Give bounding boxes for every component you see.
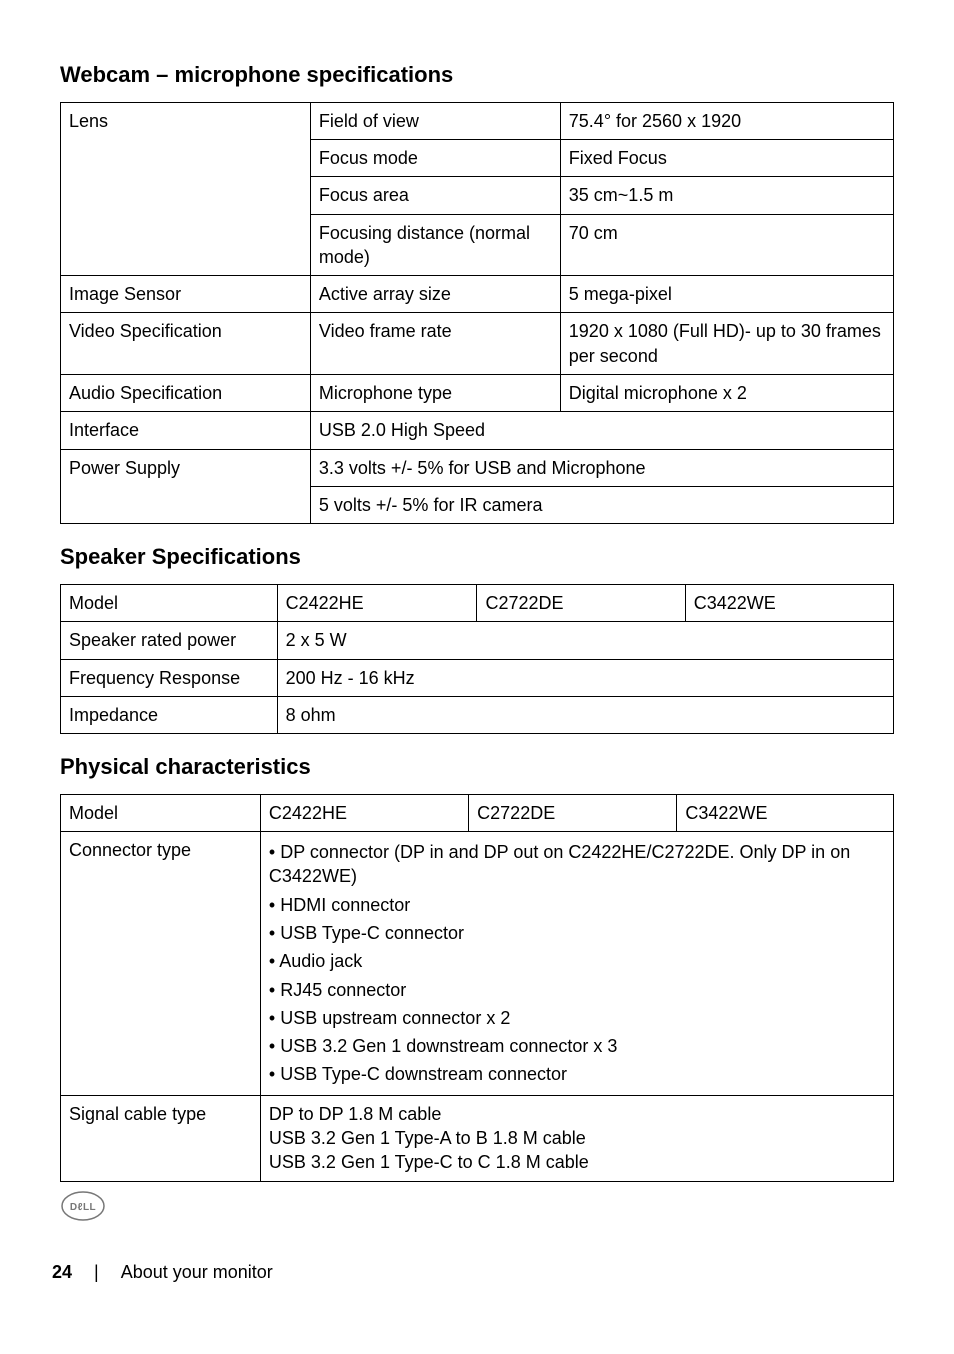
page-footer: 24 | About your monitor [52, 1260, 894, 1284]
speaker-model-1: C2422HE [277, 584, 477, 621]
webcam-power-value1: 3.3 volts +/- 5% for USB and Microphone [310, 449, 893, 486]
webcam-focusarea-value: 35 cm~1.5 m [560, 177, 893, 214]
connector-item-6: USB upstream connector x 2 [269, 1004, 885, 1032]
physical-heading: Physical characteristics [60, 752, 894, 782]
speaker-freq-label: Frequency Response [61, 659, 278, 696]
webcam-imgsensor-label: Image Sensor [61, 276, 311, 313]
webcam-heading: Webcam – microphone specifications [60, 60, 894, 90]
webcam-mictype-value: Digital microphone x 2 [560, 375, 893, 412]
webcam-table: Lens Field of view 75.4° for 2560 x 1920… [60, 102, 894, 525]
connector-item-4: Audio jack [269, 947, 885, 975]
connector-item-8: USB Type-C downstream connector [269, 1060, 885, 1088]
speaker-table: Model C2422HE C2722DE C3422WE Speaker ra… [60, 584, 894, 734]
webcam-interface-value: USB 2.0 High Speed [310, 412, 893, 449]
webcam-framerate-value: 1920 x 1080 (Full HD)- up to 30 frames p… [560, 313, 893, 375]
cable-line-3: USB 3.2 Gen 1 Type-C to C 1.8 M cable [269, 1150, 885, 1174]
svg-text:DℓLL: DℓLL [70, 1202, 96, 1213]
physical-model-3: C3422WE [677, 794, 894, 831]
footer-separator: | [94, 1260, 99, 1284]
physical-connector-label: Connector type [61, 832, 261, 1096]
speaker-model-label: Model [61, 584, 278, 621]
webcam-focusmode-value: Fixed Focus [560, 139, 893, 176]
physical-model-1: C2422HE [260, 794, 468, 831]
speaker-model-3: C3422WE [685, 584, 893, 621]
webcam-mictype-label: Microphone type [310, 375, 560, 412]
webcam-power-value2: 5 volts +/- 5% for IR camera [310, 486, 893, 523]
dell-logo-icon: DℓLL [60, 1190, 894, 1222]
physical-cable-label: Signal cable type [61, 1095, 261, 1181]
webcam-focusarea-label: Focus area [310, 177, 560, 214]
webcam-activearray-label: Active array size [310, 276, 560, 313]
physical-table: Model C2422HE C2722DE C3422WE Connector … [60, 794, 894, 1182]
connector-item-1: DP connector (DP in and DP out on C2422H… [269, 838, 885, 891]
physical-cable-values: DP to DP 1.8 M cable USB 3.2 Gen 1 Type-… [260, 1095, 893, 1181]
webcam-fov-value: 75.4° for 2560 x 1920 [560, 102, 893, 139]
speaker-rated-value: 2 x 5 W [277, 622, 893, 659]
physical-model-2: C2722DE [469, 794, 677, 831]
page-number: 24 [52, 1260, 72, 1284]
webcam-focusdist-value: 70 cm [560, 214, 893, 276]
physical-model-label: Model [61, 794, 261, 831]
cable-line-2: USB 3.2 Gen 1 Type-A to B 1.8 M cable [269, 1126, 885, 1150]
webcam-interface-label: Interface [61, 412, 311, 449]
webcam-focusmode-label: Focus mode [310, 139, 560, 176]
webcam-lens-label: Lens [61, 102, 311, 275]
speaker-heading: Speaker Specifications [60, 542, 894, 572]
webcam-framerate-label: Video frame rate [310, 313, 560, 375]
webcam-activearray-value: 5 mega-pixel [560, 276, 893, 313]
speaker-imp-value: 8 ohm [277, 696, 893, 733]
connector-item-7: USB 3.2 Gen 1 downstream connector x 3 [269, 1032, 885, 1060]
speaker-model-2: C2722DE [477, 584, 685, 621]
footer-section-title: About your monitor [121, 1260, 273, 1284]
speaker-freq-value: 200 Hz - 16 kHz [277, 659, 893, 696]
webcam-videospec-label: Video Specification [61, 313, 311, 375]
webcam-focusdist-label: Focusing distance (normal mode) [310, 214, 560, 276]
speaker-rated-label: Speaker rated power [61, 622, 278, 659]
connector-item-5: RJ45 connector [269, 976, 885, 1004]
webcam-audiospec-label: Audio Specification [61, 375, 311, 412]
webcam-fov-label: Field of view [310, 102, 560, 139]
connector-item-2: HDMI connector [269, 891, 885, 919]
cable-line-1: DP to DP 1.8 M cable [269, 1102, 885, 1126]
speaker-imp-label: Impedance [61, 696, 278, 733]
webcam-power-label: Power Supply [61, 449, 311, 524]
physical-connector-values: DP connector (DP in and DP out on C2422H… [260, 832, 893, 1096]
connector-item-3: USB Type-C connector [269, 919, 885, 947]
